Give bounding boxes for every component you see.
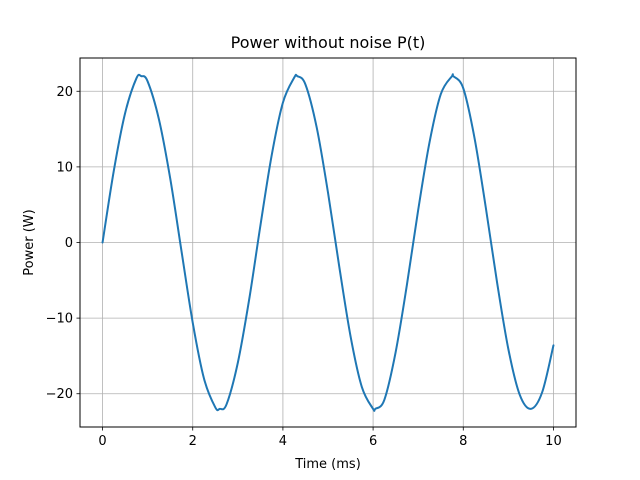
y-tick-label: 20 [56,85,73,100]
y-tick-label: 0 [65,236,73,251]
x-tick-label: 0 [98,434,106,449]
y-axis-label: Power (W) [22,209,37,275]
y-tick-label: 10 [56,160,73,175]
x-tick-label: 8 [459,434,467,449]
x-tick-label: 10 [545,434,562,449]
x-tick-label: 2 [189,434,197,449]
y-tick-label: −20 [46,387,73,402]
x-axis-label: Time (ms) [294,457,361,472]
chart-title: Power without noise P(t) [231,33,426,52]
ticks: 0 2 4 6 8 10 −20 −10 0 10 20 [46,85,562,449]
power-series-line [101,73,555,412]
grid [80,58,576,427]
y-tick-label: −10 [46,312,73,327]
x-tick-label: 6 [369,434,377,449]
series-layer [101,73,555,412]
x-tick-label: 4 [279,434,287,449]
